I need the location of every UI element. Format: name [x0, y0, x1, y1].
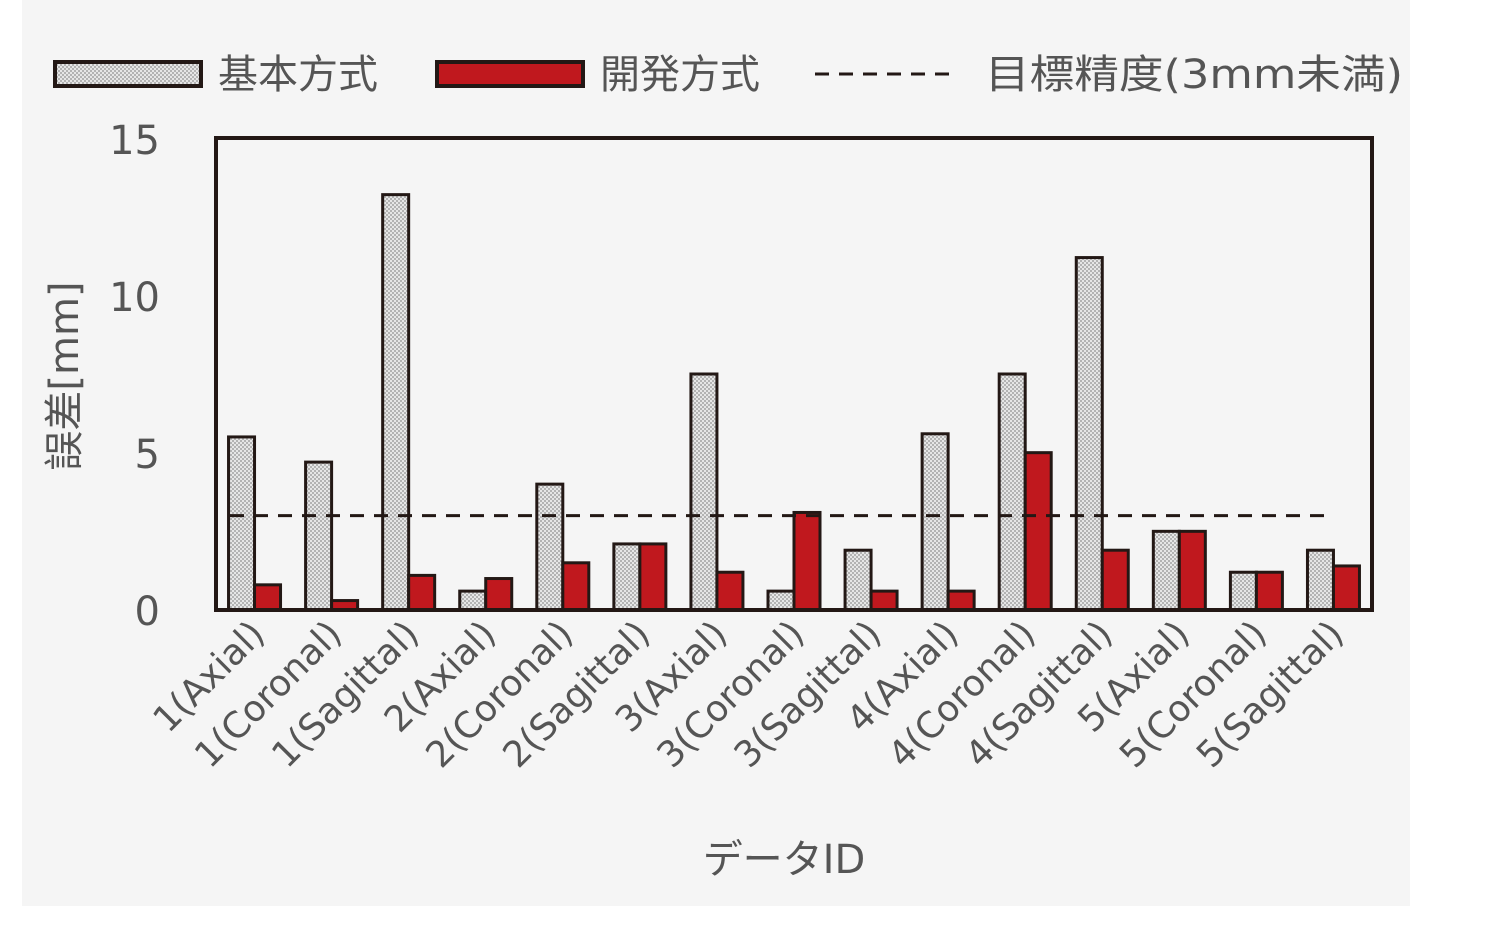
legend-label-series-2: 開発方式: [600, 52, 760, 98]
bar-developed-15: [1331, 564, 1361, 612]
bar-basic-1: [227, 435, 257, 612]
bar-developed-6: [638, 542, 668, 612]
bar-developed-5: [561, 561, 591, 612]
bar-basic-7: [689, 372, 719, 612]
bar-developed-9: [869, 589, 899, 612]
x-axis-category-labels: 1(Axial)1(Coronal)1(Sagittal)2(Axial)2(C…: [146, 613, 1352, 776]
legend-label-series-1: 基本方式: [218, 52, 378, 98]
bar-developed-4: [484, 577, 514, 612]
bar-basic-4: [458, 589, 488, 612]
legend-swatch-series-2: [435, 60, 585, 88]
bar-basic-10: [920, 432, 950, 612]
bar-basic-8: [766, 589, 796, 612]
bar-basic-15: [1305, 548, 1335, 612]
y-tick-label: 15: [109, 118, 160, 164]
plot-area-frame: [214, 136, 1374, 612]
x-axis-title: データID: [703, 837, 866, 883]
bar-developed-8: [792, 510, 822, 612]
y-axis-title: 誤差[mm]: [42, 281, 88, 470]
y-tick-label: 10: [109, 275, 160, 321]
bars-group: [227, 193, 1361, 612]
y-tick-label: 0: [135, 589, 160, 635]
bar-developed-11: [1023, 451, 1053, 612]
bar-basic-12: [1074, 256, 1104, 612]
legend-label-reference-line: 目標精度(3mm未満): [985, 52, 1403, 98]
bar-developed-10: [946, 589, 976, 612]
y-axis-ticks: 0 5 10 15: [109, 118, 160, 635]
bar-basic-2: [304, 460, 334, 612]
bar-basic-6: [612, 542, 642, 612]
bar-developed-14: [1254, 570, 1284, 612]
bar-basic-5: [535, 482, 565, 612]
bar-developed-13: [1177, 529, 1207, 612]
y-tick-label: 5: [135, 432, 160, 478]
bar-basic-9: [843, 548, 873, 612]
bar-developed-1: [253, 583, 283, 612]
legend: 基本方式 開発方式 目標精度(3mm未満): [53, 52, 1403, 98]
bar-developed-12: [1100, 548, 1130, 612]
bar-developed-3: [407, 573, 437, 612]
bar-basic-13: [1151, 529, 1181, 612]
bar-basic-11: [997, 372, 1027, 612]
legend-swatch-series-1: [53, 60, 203, 88]
bar-basic-3: [381, 193, 411, 612]
bar-basic-14: [1228, 570, 1258, 612]
bar-developed-7: [715, 570, 745, 612]
